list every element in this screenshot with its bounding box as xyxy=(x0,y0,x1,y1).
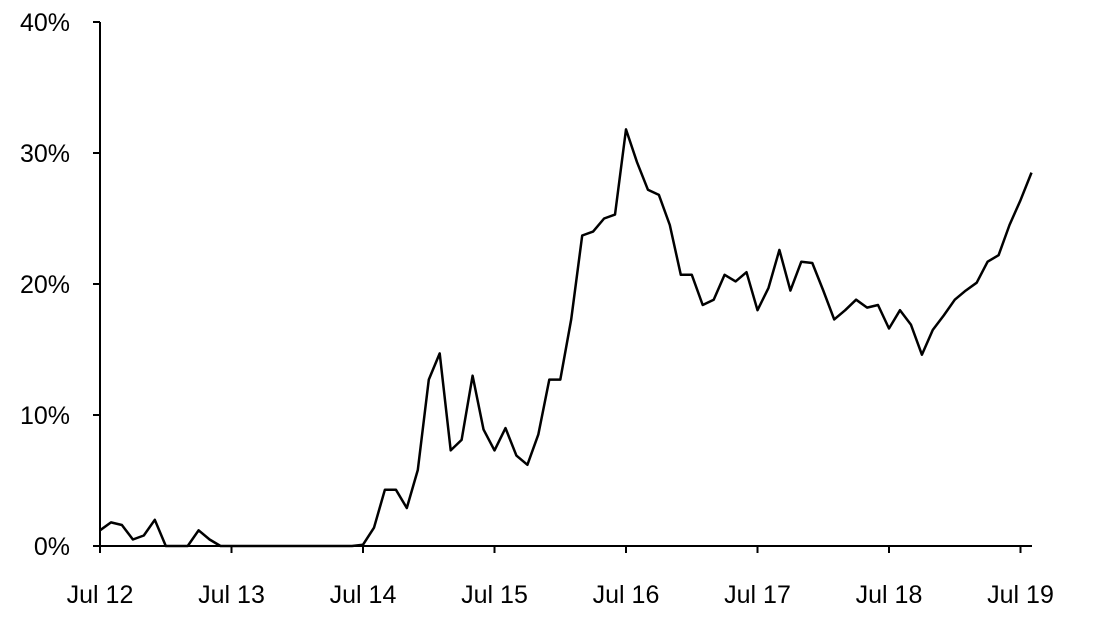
x-tick-label: Jul 13 xyxy=(198,581,265,609)
y-tick-label: 30% xyxy=(20,140,70,168)
y-tick-label: 20% xyxy=(20,271,70,299)
x-tick-label: Jul 16 xyxy=(593,581,660,609)
y-tick-label: 0% xyxy=(34,533,70,561)
y-tick-label: 40% xyxy=(20,9,70,37)
x-tick-label: Jul 18 xyxy=(856,581,923,609)
x-axis-ticks: Jul 12 Jul 13 Jul 14 Jul 15 Jul 16 Jul 17 Jul … xyxy=(67,546,1054,609)
series-layer xyxy=(99,128,1033,548)
x-tick-label: Jul 14 xyxy=(330,581,397,609)
x-tick-label: Jul 15 xyxy=(461,581,528,609)
x-tick-label: Jul 12 xyxy=(67,581,134,609)
x-tick-label: Jul 19 xyxy=(987,581,1054,609)
y-tick-label: 10% xyxy=(20,402,70,430)
x-tick-label: Jul 17 xyxy=(724,581,791,609)
y-axis-ticks: 0% 10% 20% 30% 40% xyxy=(20,9,100,561)
series-line-0 xyxy=(99,128,1033,548)
